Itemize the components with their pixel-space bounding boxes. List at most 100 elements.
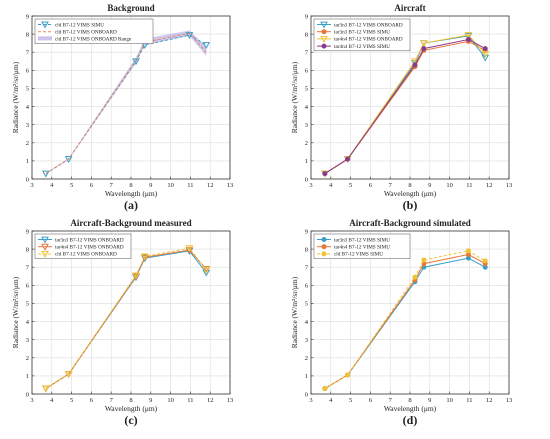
data-point [322,386,328,392]
x-axis-label: Wavelength (μm) [384,404,437,413]
y-tick-label: 3 [305,337,308,344]
y-tick-label: 8 [305,31,308,38]
y-tick-label: 9 [305,13,308,20]
x-axis-label: Wavelength (μm) [105,189,158,198]
x-tick-label: 4 [329,182,333,189]
y-tick-label: 6 [26,283,30,290]
data-point [421,46,427,52]
x-tick-label: 5 [70,182,73,189]
series-line-2 [324,40,486,174]
data-point [481,51,490,59]
y-tick-label: 0 [26,391,29,398]
legend: tar3n3 B7-12 VIMS SIMU tar4n4 B7-12 VIMS … [313,233,411,259]
y-tick-label: 1 [305,373,308,380]
x-tick-label: 7 [110,397,114,404]
x-tick-label: 11 [187,182,193,189]
series-line-1 [324,35,486,174]
data-point [141,253,149,261]
legend-entry: cld B7-12 VIMS ONBOARD [55,252,117,258]
x-tick-label: 6 [90,397,94,404]
y-axis-label: Radiance (W/m²/sr/μm) [290,61,299,133]
y-tick-label: 5 [305,301,308,308]
y-tick-label: 5 [305,86,308,93]
x-tick-label: 7 [389,397,393,404]
series-line-3 [324,250,486,389]
x-tick-label: 12 [207,182,214,189]
y-tick-label: 8 [305,246,308,253]
y-axis-label: Radiance (W/m²/sr/μm) [11,61,20,133]
data-point [465,248,471,254]
legend-marker [41,251,49,258]
x-tick-label: 11 [187,397,193,404]
y-tick-label: 2 [305,355,308,362]
legend-entry: tar4n4 B7-12 VIMS ONBOARD [55,245,124,251]
legend-entry: cld B7-12 VIMS ONBOARD Range [55,37,132,43]
data-point [412,62,418,68]
x-tick-label: 6 [90,182,94,189]
x-tick-label: 7 [110,182,114,189]
series-line-4 [324,39,486,174]
legend-entry: tar3n3 B7-12 VIMS SIMU [334,237,390,243]
legend-swatch [38,36,52,41]
x-tick-label: 12 [207,397,214,404]
legend-entry: cld B7-12 VIMS SIMU [55,22,104,28]
y-tick-label: 3 [26,122,29,129]
y-tick-label: 2 [305,140,308,147]
x-tick-label: 8 [408,397,411,404]
x-tick-label: 8 [129,182,132,189]
data-point [132,272,140,280]
y-tick-label: 9 [305,228,308,235]
data-point [482,46,488,52]
data-point [64,371,73,379]
x-tick-label: 9 [428,182,431,189]
panel-caption: (d) [403,413,418,427]
y-tick-label: 2 [26,140,29,147]
data-point [42,170,50,178]
series-line-1 [324,257,486,389]
data-point [64,156,73,164]
y-tick-label: 7 [305,50,309,57]
data-point [464,32,473,40]
y-tick-label: 0 [305,176,308,183]
series-line-1 [45,250,207,389]
legend: tar3n3 B7-12 VIMS ONBOARD tar4n4 B7-12 VI… [34,233,132,259]
y-tick-label: 0 [26,176,29,183]
x-tick-label: 11 [466,397,472,404]
y-tick-label: 1 [26,373,29,380]
y-tick-label: 0 [305,391,308,398]
x-tick-label: 5 [70,397,73,404]
series-line-3 [324,34,486,174]
chart-panel-3: 3 4 5 6 7 8 9 10 11 12 130123456789Aircraft-Backgr… [11,218,233,427]
y-tick-label: 9 [26,228,29,235]
legend-marker [320,21,328,29]
x-tick-label: 3 [309,182,312,189]
y-tick-label: 4 [26,319,30,326]
x-tick-label: 13 [227,397,234,404]
data-point [202,267,211,274]
y-tick-label: 4 [305,319,309,326]
legend-box [34,18,154,44]
data-point [465,37,471,43]
legend-entry: tar4n4 B7-12 VIMS SIMU [334,245,390,251]
x-tick-label: 6 [369,182,373,189]
x-tick-label: 9 [428,397,431,404]
data-point [481,54,490,62]
x-tick-label: 13 [227,182,234,189]
x-tick-label: 8 [408,182,411,189]
y-tick-label: 7 [26,265,30,272]
legend-entry: tar3n3 B7-12 VIMS ONBOARD [334,22,403,28]
panel-caption: (a) [124,198,138,212]
series-line-1 [45,34,207,174]
data-point [42,385,50,393]
x-axis-label: Wavelength (μm) [105,404,158,413]
x-tick-label: 10 [167,397,174,404]
x-tick-label: 10 [446,182,453,189]
legend-marker [41,243,49,251]
chart-panel-4: 3 4 5 6 7 8 9 10 11 12 130123456789Aircraft-Backgr… [290,218,512,427]
data-point [322,171,328,177]
legend-entry: tar4n4 B7-12 VIMS SIMU [334,44,390,50]
x-tick-label: 7 [389,182,393,189]
y-tick-label: 7 [305,265,309,272]
legend-entry: tar4n4 B7-12 VIMS ONBOARD [334,37,403,43]
data-point [185,245,194,253]
